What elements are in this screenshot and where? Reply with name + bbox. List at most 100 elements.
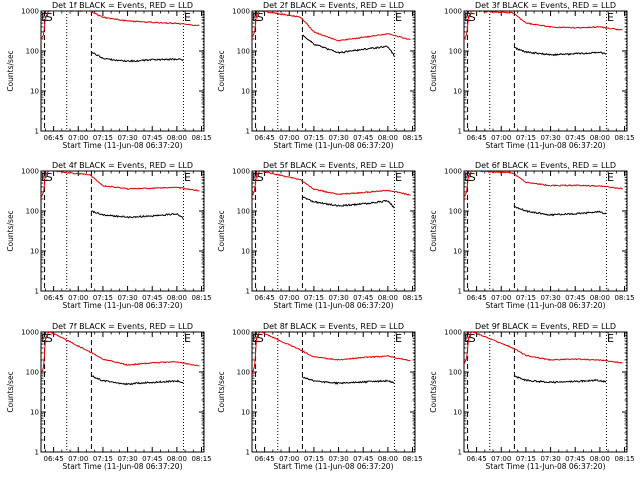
lld-series-line [252,171,411,198]
marker-label-E: E [41,11,48,24]
chart-title: Det 9f BLACK = Events, RED = LLD [475,322,616,331]
x-tick-label: 07:15 [304,134,324,142]
x-tick-label: 07:30 [328,294,348,302]
marker-label-S: S [257,332,264,345]
chart-panel-3: Det 3f BLACK = Events, RED = LLD 1 10 100 10… [429,1,635,150]
y-tick-label: 1000 [232,329,250,337]
y-axis-label: Counts/sec [429,50,438,91]
chart-panel-1: Det 1f BLACK = Events, RED = LLD 1 10 100 10… [6,1,212,150]
chart-title: Det 8f BLACK = Events, RED = LLD [263,322,404,331]
x-tick-label: 08:15 [614,294,634,302]
marker-label-E: E [252,171,259,184]
lld-series-line [41,11,200,41]
y-tick-label: 10 [241,88,250,96]
x-axis-label: Start Time (11-Jun-08 06:37:20) [486,462,606,471]
y-tick-label: 1000 [444,168,462,176]
x-tick-label: 08:00 [378,294,398,302]
plot-frame [251,331,416,453]
x-tick-label: 08:15 [191,455,211,463]
x-tick-label: 07:30 [117,134,137,142]
plot-frame [40,170,205,292]
x-axis-label: Start Time (11-Jun-08 06:37:20) [63,301,183,310]
y-tick-label: 100 [449,369,462,377]
x-tick-label: 07:45 [565,294,585,302]
chart-panel-4: Det 4f BLACK = Events, RED = LLD 1 10 100 10… [6,161,212,310]
x-tick-label: 07:00 [491,134,511,142]
x-axis-label: Start Time (11-Jun-08 06:37:20) [63,462,183,471]
y-tick-label: 1000 [444,329,462,337]
marker-label-S: S [469,332,476,345]
y-tick-label: 10 [241,409,250,417]
chart-panel-9: Det 9f BLACK = Events, RED = LLD 1 10 100 10… [429,322,635,471]
marker-label-S: S [46,332,53,345]
x-tick-label: 07:15 [516,294,536,302]
x-tick-label: 08:15 [614,455,634,463]
y-axis-label: Counts/sec [217,50,226,91]
marker-label-E: E [607,332,614,345]
chart-panel-7: Det 7f BLACK = Events, RED = LLD 1 10 100 10… [6,322,212,471]
y-tick-label: 1000 [21,168,39,176]
marker-label-S: S [46,171,53,184]
x-tick-label: 08:00 [167,134,187,142]
y-tick-label: 100 [449,208,462,216]
x-tick-label: 07:30 [117,294,137,302]
chart-title: Det 3f BLACK = Events, RED = LLD [475,1,616,10]
lld-series-line [464,11,623,41]
x-tick-label: 07:30 [540,294,560,302]
plot-frame [251,10,416,132]
x-axis-label: Start Time (11-Jun-08 06:37:20) [63,141,183,150]
x-axis-label: Start Time (11-Jun-08 06:37:20) [486,301,606,310]
chart-panel-5: Det 5f BLACK = Events, RED = LLD 1 10 100 10… [217,161,423,310]
marker-label-E: E [252,332,259,345]
x-axis-label: Start Time (11-Jun-08 06:37:20) [274,301,394,310]
y-tick-label: 100 [449,48,462,56]
x-tick-label: 07:00 [68,294,88,302]
y-tick-label: 10 [241,248,250,256]
y-tick-label: 1 [35,128,39,136]
events-series-line [91,210,184,220]
x-tick-label: 07:15 [93,294,113,302]
x-tick-label: 08:00 [378,455,398,463]
marker-label-S: S [469,171,476,184]
y-axis-label: Counts/sec [217,371,226,412]
marker-label-E: E [607,171,614,184]
y-tick-label: 10 [453,409,462,417]
chart-title: Det 6f BLACK = Events, RED = LLD [475,161,616,170]
y-tick-label: 100 [237,48,250,56]
x-tick-label: 08:00 [590,134,610,142]
marker-label-E: E [464,11,471,24]
events-series-line [514,375,607,384]
x-tick-label: 07:30 [117,455,137,463]
lld-series-line [252,11,411,42]
marker-label-E: E [395,11,402,24]
x-tick-label: 08:00 [167,455,187,463]
x-tick-label: 08:15 [402,134,422,142]
x-tick-label: 07:30 [540,134,560,142]
x-tick-label: 07:00 [68,134,88,142]
lld-series-line [464,332,623,366]
x-tick-label: 08:00 [590,294,610,302]
x-tick-label: 08:00 [590,455,610,463]
lld-series-line [464,171,623,200]
marker-label-S: S [469,11,476,24]
y-tick-label: 1000 [232,8,250,16]
x-tick-label: 08:15 [191,134,211,142]
marker-label-E: E [41,332,48,345]
marker-label-S: S [257,11,264,24]
x-tick-label: 07:00 [491,294,511,302]
x-tick-label: 07:15 [304,294,324,302]
marker-label-E: E [395,171,402,184]
x-tick-label: 07:00 [491,455,511,463]
x-tick-label: 08:15 [614,134,634,142]
x-tick-label: 08:00 [378,134,398,142]
x-tick-label: 06:45 [467,134,487,142]
y-tick-label: 10 [453,88,462,96]
y-tick-label: 1 [246,128,250,136]
x-tick-label: 07:15 [516,455,536,463]
events-series-line [301,376,395,385]
x-tick-label: 07:15 [93,455,113,463]
y-axis-label: Counts/sec [6,210,15,251]
marker-label-E: E [184,332,191,345]
marker-label-E: E [395,332,402,345]
x-tick-label: 07:30 [328,455,348,463]
